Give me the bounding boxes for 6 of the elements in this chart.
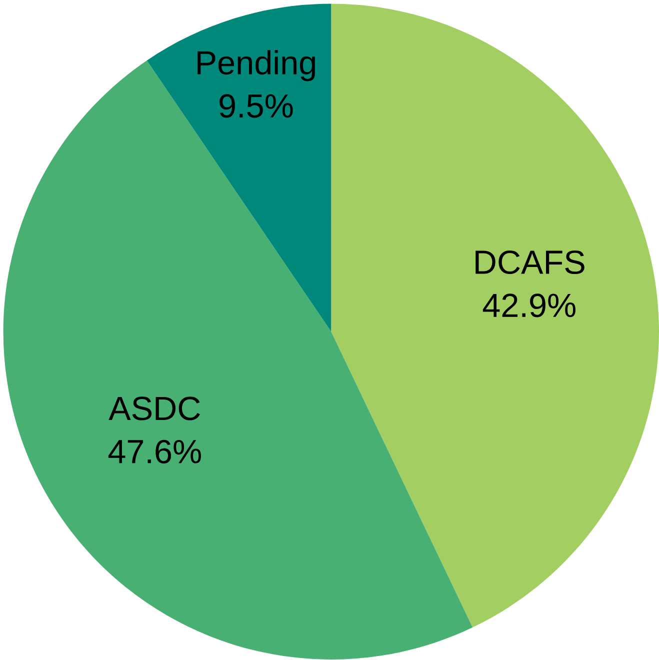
data-label: 42.9% bbox=[482, 294, 576, 318]
slice-label: Pending bbox=[198, 50, 315, 82]
slice-label: ASDC bbox=[108, 396, 200, 420]
data-label: 9.5% bbox=[220, 94, 293, 118]
slice-label: DCAFS bbox=[476, 250, 584, 274]
data-label: 47.6% bbox=[108, 440, 201, 464]
